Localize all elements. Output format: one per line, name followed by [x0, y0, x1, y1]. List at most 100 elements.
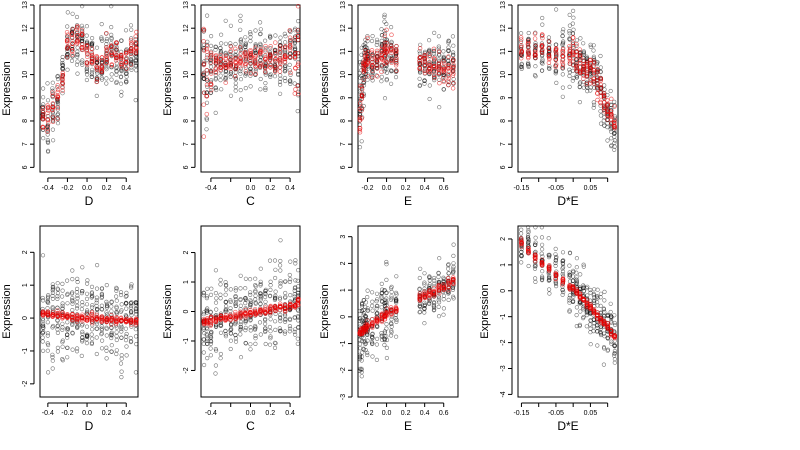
observed-point — [218, 277, 223, 283]
observed-point — [267, 324, 273, 330]
observed-point — [277, 326, 282, 331]
y-axis-label: Expression — [162, 61, 174, 115]
observed-point — [119, 335, 124, 340]
observed-point — [94, 286, 100, 291]
fitted-point — [253, 312, 258, 318]
fitted-point — [268, 305, 273, 310]
fitted-point — [526, 55, 531, 61]
observed-point — [446, 271, 451, 276]
fitted-point — [394, 308, 399, 314]
fitted-point — [292, 303, 298, 308]
observed-point — [114, 348, 119, 353]
observed-point — [228, 53, 233, 58]
observed-point — [109, 343, 114, 348]
observed-point — [55, 345, 61, 351]
observed-point — [40, 86, 46, 91]
observed-point — [70, 290, 75, 295]
observed-point — [204, 296, 209, 301]
fitted-point — [233, 65, 239, 70]
observed-point — [384, 296, 389, 301]
fitted-point — [79, 27, 85, 33]
fitted-point — [228, 44, 234, 49]
fitted-point — [253, 53, 259, 58]
y-tick-label: 0 — [500, 289, 507, 293]
x-tick-label: -0.05 — [548, 185, 564, 192]
observed-point — [99, 331, 104, 336]
observed-point — [574, 73, 579, 78]
observed-point — [258, 301, 263, 307]
observed-point — [375, 336, 380, 342]
observed-point — [201, 290, 206, 295]
observed-point — [374, 291, 380, 296]
observed-point — [272, 345, 278, 351]
fitted-point — [213, 52, 219, 58]
fitted-point — [370, 63, 375, 68]
observed-point — [55, 296, 60, 302]
fitted-point — [228, 317, 233, 322]
observed-point — [75, 71, 80, 76]
fitted-point — [128, 37, 134, 43]
observed-point — [124, 79, 129, 85]
observed-point — [446, 266, 451, 271]
observed-point — [287, 279, 293, 285]
observed-point — [119, 66, 124, 71]
y-tick-label: 7 — [22, 142, 29, 146]
observed-point — [432, 307, 437, 312]
fitted-point — [268, 57, 273, 62]
observed-point — [133, 309, 139, 314]
observed-point — [109, 4, 114, 9]
observed-point — [357, 342, 363, 347]
fitted-point — [85, 312, 90, 317]
fitted-point — [293, 65, 298, 71]
observed-point — [382, 12, 387, 17]
fitted-point — [248, 55, 254, 60]
observed-point — [99, 75, 104, 80]
observed-point — [384, 66, 389, 72]
fitted-point — [370, 74, 375, 80]
fitted-point — [287, 27, 293, 33]
x-tick-label: -0.15 — [513, 185, 529, 192]
observed-point — [40, 295, 45, 301]
observed-point — [45, 320, 50, 325]
observed-point — [204, 308, 209, 313]
observed-point — [233, 81, 238, 86]
fitted-point — [208, 315, 214, 320]
fitted-point — [223, 80, 228, 85]
fitted-point — [74, 33, 80, 38]
fitted-point — [201, 39, 206, 44]
observed-point — [451, 253, 456, 258]
fitted-point — [118, 318, 124, 324]
observed-point — [394, 292, 399, 297]
observed-point — [99, 326, 104, 331]
fitted-point — [94, 314, 99, 320]
observed-point — [598, 65, 603, 70]
observed-point — [293, 327, 298, 332]
observed-point — [233, 333, 238, 338]
fitted-point — [70, 52, 75, 57]
observed-point — [357, 145, 363, 150]
observed-point — [60, 358, 66, 363]
fitted-point — [233, 311, 238, 317]
observed-point — [218, 54, 223, 60]
observed-point — [272, 297, 278, 303]
observed-point — [253, 68, 258, 73]
observed-point — [567, 251, 573, 256]
observed-point — [450, 287, 456, 293]
observed-point — [293, 278, 298, 283]
observed-point — [598, 295, 603, 300]
observed-point — [95, 71, 100, 76]
observed-point — [248, 325, 253, 330]
fitted-point — [446, 279, 451, 284]
fitted-point — [417, 297, 422, 302]
fitted-point — [598, 78, 604, 83]
fitted-point — [84, 60, 90, 66]
fitted-point — [445, 276, 451, 281]
observed-point — [282, 75, 288, 81]
observed-point — [365, 288, 370, 293]
observed-point — [40, 253, 46, 258]
fitted-point — [277, 46, 283, 51]
fitted-point — [243, 55, 248, 60]
observed-point — [40, 95, 46, 100]
fitted-point — [426, 290, 432, 296]
